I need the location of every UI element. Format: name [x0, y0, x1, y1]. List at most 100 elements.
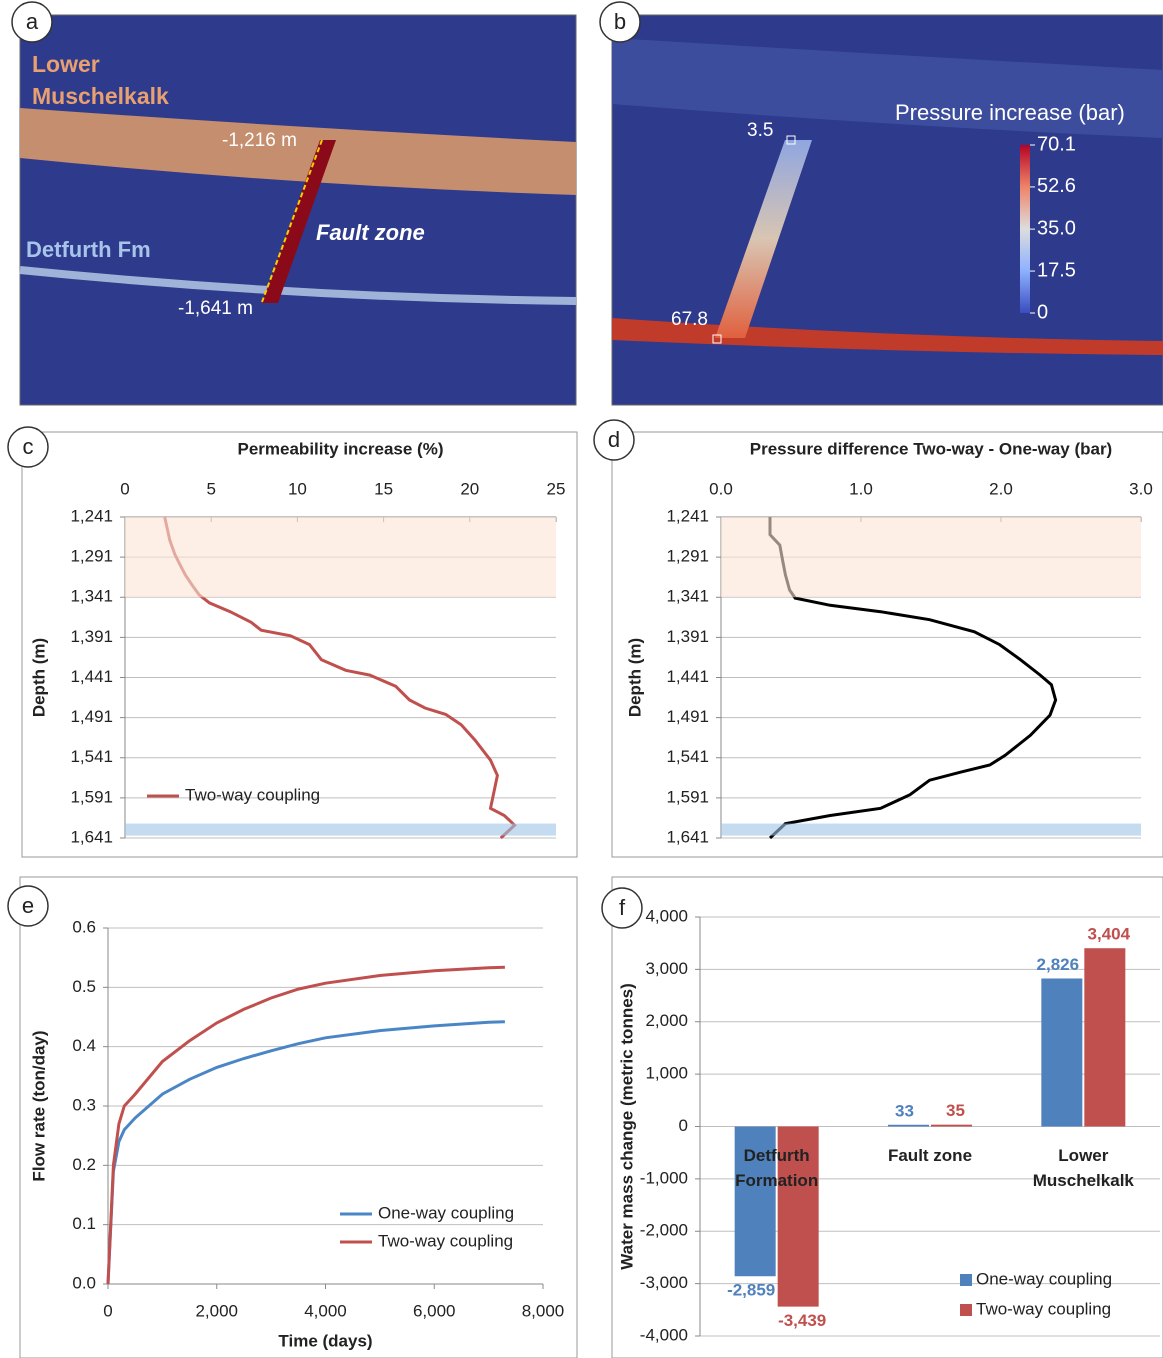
x-tick-label: 5 [206, 479, 215, 498]
y-tick-label: 1,341 [666, 587, 709, 606]
x-axis-label: Time (days) [278, 1331, 372, 1350]
x-tick-label: 4,000 [304, 1301, 347, 1320]
y-tick-label: 1,591 [70, 787, 113, 806]
x-tick-label: 15 [374, 479, 393, 498]
category-label-box: Fault zone [870, 1143, 990, 1203]
panel-a: Lower Muschelkalk -1,216 m Fault zone De… [20, 15, 576, 405]
y-tick-label: 1,291 [666, 547, 709, 566]
panel-letter: a [26, 9, 39, 34]
colorbar [1020, 145, 1030, 313]
y-tick-label: 1,441 [70, 667, 113, 686]
x-tick-label: 10 [288, 479, 307, 498]
y-tick-label: 4,000 [645, 906, 688, 925]
value-label: 2,826 [1037, 955, 1080, 974]
x-tick-label: 0.0 [709, 479, 733, 498]
y-tick-label: 0 [679, 1116, 688, 1135]
x-axis-label: Pressure difference Two-way - One-way (b… [750, 439, 1112, 458]
probe-label: 3.5 [747, 120, 773, 141]
category-label: Fault zone [870, 1143, 990, 1168]
value-label: 35 [946, 1101, 965, 1120]
y-tick-label: 0.0 [72, 1273, 96, 1292]
top-depth-label: -1,216 m [222, 130, 297, 151]
bottom-depth-label: -1,641 m [178, 298, 253, 319]
figure: Lower Muschelkalk -1,216 m Fault zone De… [0, 0, 1163, 1358]
category-label: Detfurth Formation [717, 1143, 837, 1193]
y-axis-label: Depth (m) [625, 638, 644, 717]
upper-unit-label: Lower Muschelkalk [32, 48, 172, 112]
legend-label: Two-way coupling [976, 1299, 1111, 1318]
y-tick-label: 1,541 [70, 747, 113, 766]
y-axis-label: Flow rate (ton/day) [29, 1030, 48, 1181]
depth-band [125, 517, 556, 597]
y-axis-label: Depth (m) [29, 638, 48, 717]
y-tick-label: 1,341 [70, 587, 113, 606]
legend-label: One-way coupling [976, 1269, 1112, 1288]
depth-band [721, 517, 1141, 597]
y-tick-label: 1,491 [666, 707, 709, 726]
y-tick-label: 0.3 [72, 1095, 96, 1114]
value-label: -2,859 [727, 1281, 775, 1300]
value-label: 33 [895, 1101, 914, 1120]
y-tick-label: 1,641 [70, 827, 113, 846]
y-tick-label: 1,641 [666, 827, 709, 846]
colorbar-tick-label: 0 [1037, 301, 1048, 323]
legend-swatch [960, 1304, 972, 1316]
y-tick-label: 2,000 [645, 1011, 688, 1030]
value-label: -3,439 [778, 1311, 826, 1330]
category-label: Lower Muschelkalk [1023, 1143, 1143, 1193]
category-label-box: Lower Muschelkalk [1023, 1143, 1143, 1203]
colorbar-tick-label: 17.5 [1037, 259, 1076, 281]
y-tick-label: -2,000 [640, 1221, 688, 1240]
depth-band [721, 824, 1141, 836]
bar [1084, 948, 1125, 1126]
y-tick-label: 1,391 [70, 627, 113, 646]
upper-unit-label-box: Lower Muschelkalk [32, 48, 202, 118]
legend-label: Two-way coupling [185, 785, 320, 804]
y-tick-label: 1,241 [70, 506, 113, 525]
x-axis-label: Permeability increase (%) [238, 439, 444, 458]
y-tick-label: 0.6 [72, 917, 96, 936]
x-tick-label: 6,000 [413, 1301, 456, 1320]
colorbar-tick-label: 35.0 [1037, 217, 1076, 239]
panel-letter: f [619, 895, 626, 920]
x-tick-label: 1.0 [849, 479, 873, 498]
value-label: 3,404 [1088, 925, 1131, 944]
panel-letter: c [23, 434, 34, 459]
y-tick-label: -4,000 [640, 1325, 688, 1344]
probe-label: 67.8 [671, 309, 708, 330]
x-tick-label: 2,000 [195, 1301, 238, 1320]
bar [888, 1125, 929, 1127]
y-tick-label: 0.4 [72, 1036, 96, 1055]
legend-swatch [960, 1274, 972, 1286]
x-tick-label: 20 [460, 479, 479, 498]
y-tick-label: 3,000 [645, 959, 688, 978]
colorbar-title: Pressure increase (bar) [895, 100, 1125, 125]
y-tick-label: 0.1 [72, 1214, 96, 1233]
panel-letter: b [614, 9, 626, 34]
colorbar-tick-label: 52.6 [1037, 175, 1076, 197]
x-tick-label: 0 [103, 1301, 112, 1320]
x-tick-label: 25 [547, 479, 566, 498]
y-tick-label: 1,591 [666, 787, 709, 806]
x-tick-label: 0 [120, 479, 129, 498]
y-tick-label: -3,000 [640, 1273, 688, 1292]
panel-letter: e [22, 893, 34, 918]
depth-band [125, 824, 556, 836]
bar [931, 1125, 972, 1127]
x-tick-label: 3.0 [1129, 479, 1153, 498]
y-tick-label: 0.5 [72, 977, 96, 996]
legend-label: One-way coupling [378, 1203, 514, 1222]
x-tick-label: 2.0 [989, 479, 1013, 498]
panel-frame [20, 877, 577, 1358]
y-axis-label: Water mass change (metric tonnes) [617, 983, 636, 1270]
y-tick-label: 0.2 [72, 1155, 96, 1174]
panel-letter: d [608, 427, 620, 452]
y-tick-label: 1,291 [70, 547, 113, 566]
y-tick-label: 1,541 [666, 747, 709, 766]
y-tick-label: 1,491 [70, 707, 113, 726]
category-label-box: Detfurth Formation [717, 1143, 837, 1203]
legend-label: Two-way coupling [378, 1231, 513, 1250]
y-tick-label: -1,000 [640, 1168, 688, 1187]
bar [1041, 978, 1082, 1126]
fault-label: Fault zone [316, 220, 425, 245]
